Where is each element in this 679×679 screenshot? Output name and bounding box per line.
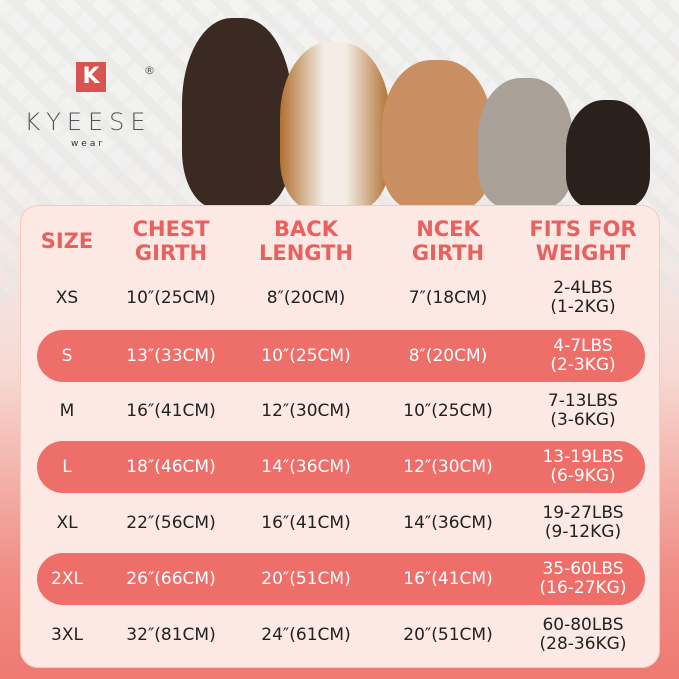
cell-chest: 26″(66CM) <box>126 568 216 589</box>
weight-lbs: 2-4LBS <box>553 278 613 298</box>
size-chart-table: SIZE CHEST GIRTH BACK LENGTH NCEK GIRTH FIT… <box>20 205 660 668</box>
weight-lbs: 19-27LBS <box>542 503 624 523</box>
table-row: XS 10″(25CM) 8″(20CM) 7″(18CM) 2-4LBS (1-2KG) <box>37 272 645 324</box>
cell-size: XL <box>56 512 78 533</box>
cell-weight: 13-19LBS (6-9KG) <box>542 448 623 486</box>
weight-kg: (6-9KG) <box>550 466 616 486</box>
weight-lbs: 4-7LBS <box>553 336 613 356</box>
weight-kg: (2-3KG) <box>550 355 616 375</box>
cell-chest: 18″(46CM) <box>126 456 216 477</box>
weight-kg: (3-6KG) <box>550 410 616 430</box>
table-row: L 18″(46CM) 14″(36CM) 12″(30CM) 13-19LBS (6-9… <box>37 441 645 493</box>
registered-mark: ® <box>144 64 155 77</box>
cell-weight: 2-4LBS (1-2KG) <box>550 279 615 317</box>
weight-kg: (16-27KG) <box>539 578 627 598</box>
weight-lbs: 7-13LBS <box>547 391 619 411</box>
cell-chest: 32″(81CM) <box>126 624 216 645</box>
poodle-image <box>382 60 492 210</box>
weight-lbs: 35-60LBS <box>542 559 624 579</box>
header-chest-girth: CHEST GIRTH <box>132 217 210 265</box>
table-row: 3XL 32″(81CM) 24″(61CM) 20″(51CM) 60-80LBS (2… <box>37 609 645 661</box>
cell-chest: 16″(41CM) <box>126 400 216 421</box>
cell-back: 20″(51CM) <box>261 568 351 589</box>
header-back-length: BACK LENGTH <box>258 217 354 265</box>
cell-size: M <box>59 400 75 421</box>
cell-size: 3XL <box>51 624 83 645</box>
terrier-image <box>478 78 573 208</box>
cell-weight: 60-80LBS (28-36KG) <box>540 616 627 654</box>
cell-chest: 10″(25CM) <box>126 287 216 308</box>
table-header: SIZE CHEST GIRTH BACK LENGTH NCEK GIRTH FIT… <box>37 216 645 266</box>
cell-weight: 7-13LBS (3-6KG) <box>548 392 618 430</box>
cell-back: 24″(61CM) <box>261 624 351 645</box>
cell-neck: 20″(51CM) <box>403 624 493 645</box>
table-row: S 13″(33CM) 10″(25CM) 8″(20CM) 4-7LBS (2-3KG) <box>37 330 645 382</box>
brand-name: KYEESE <box>24 108 152 136</box>
cell-back: 12″(30CM) <box>261 400 351 421</box>
cell-weight: 4-7LBS (2-3KG) <box>550 337 615 375</box>
cell-chest: 13″(33CM) <box>126 345 216 366</box>
cell-neck: 12″(30CM) <box>403 456 493 477</box>
weight-kg: (28-36KG) <box>539 634 627 654</box>
weight-kg: (9-12KG) <box>544 522 622 542</box>
cell-weight: 35-60LBS (16-27KG) <box>540 560 627 598</box>
cell-neck: 14″(36CM) <box>403 512 493 533</box>
beagle-image <box>280 42 390 210</box>
weight-kg: (1-2KG) <box>550 297 616 317</box>
brand-sub: wear <box>70 139 106 149</box>
cell-neck: 16″(41CM) <box>403 568 493 589</box>
cell-back: 16″(41CM) <box>261 512 351 533</box>
cell-size: XS <box>55 287 79 308</box>
logo-mark: K <box>76 62 106 92</box>
cell-back: 10″(25CM) <box>261 345 351 366</box>
cell-size: 2XL <box>51 568 83 589</box>
cell-neck: 8″(20CM) <box>408 345 488 366</box>
weight-lbs: 13-19LBS <box>542 447 624 467</box>
doberman-image <box>182 18 292 208</box>
header-neck-girth: NCEK GIRTH <box>411 217 485 265</box>
cell-chest: 22″(56CM) <box>126 512 216 533</box>
brand-logo: K ® KYEESE wear <box>18 62 158 149</box>
cell-neck: 10″(25CM) <box>403 400 493 421</box>
cell-weight: 19-27LBS (9-12KG) <box>542 504 623 542</box>
table-row: M 16″(41CM) 12″(30CM) 10″(25CM) 7-13LBS (3-6K… <box>37 385 645 437</box>
cell-neck: 7″(18CM) <box>408 287 488 308</box>
table-row: XL 22″(56CM) 16″(41CM) 14″(36CM) 19-27LBS (9-… <box>37 497 645 549</box>
cell-size: S <box>61 345 73 366</box>
weight-lbs: 60-80LBS <box>542 615 624 635</box>
chihuahua-image <box>566 100 650 208</box>
cell-size: L <box>62 456 72 477</box>
header-weight: FITS FOR WEIGHT <box>529 217 637 265</box>
header-size: SIZE <box>40 229 94 253</box>
table-row: 2XL 26″(66CM) 20″(51CM) 16″(41CM) 35-60LBS (1… <box>37 553 645 605</box>
cell-back: 8″(20CM) <box>266 287 346 308</box>
cell-back: 14″(36CM) <box>261 456 351 477</box>
